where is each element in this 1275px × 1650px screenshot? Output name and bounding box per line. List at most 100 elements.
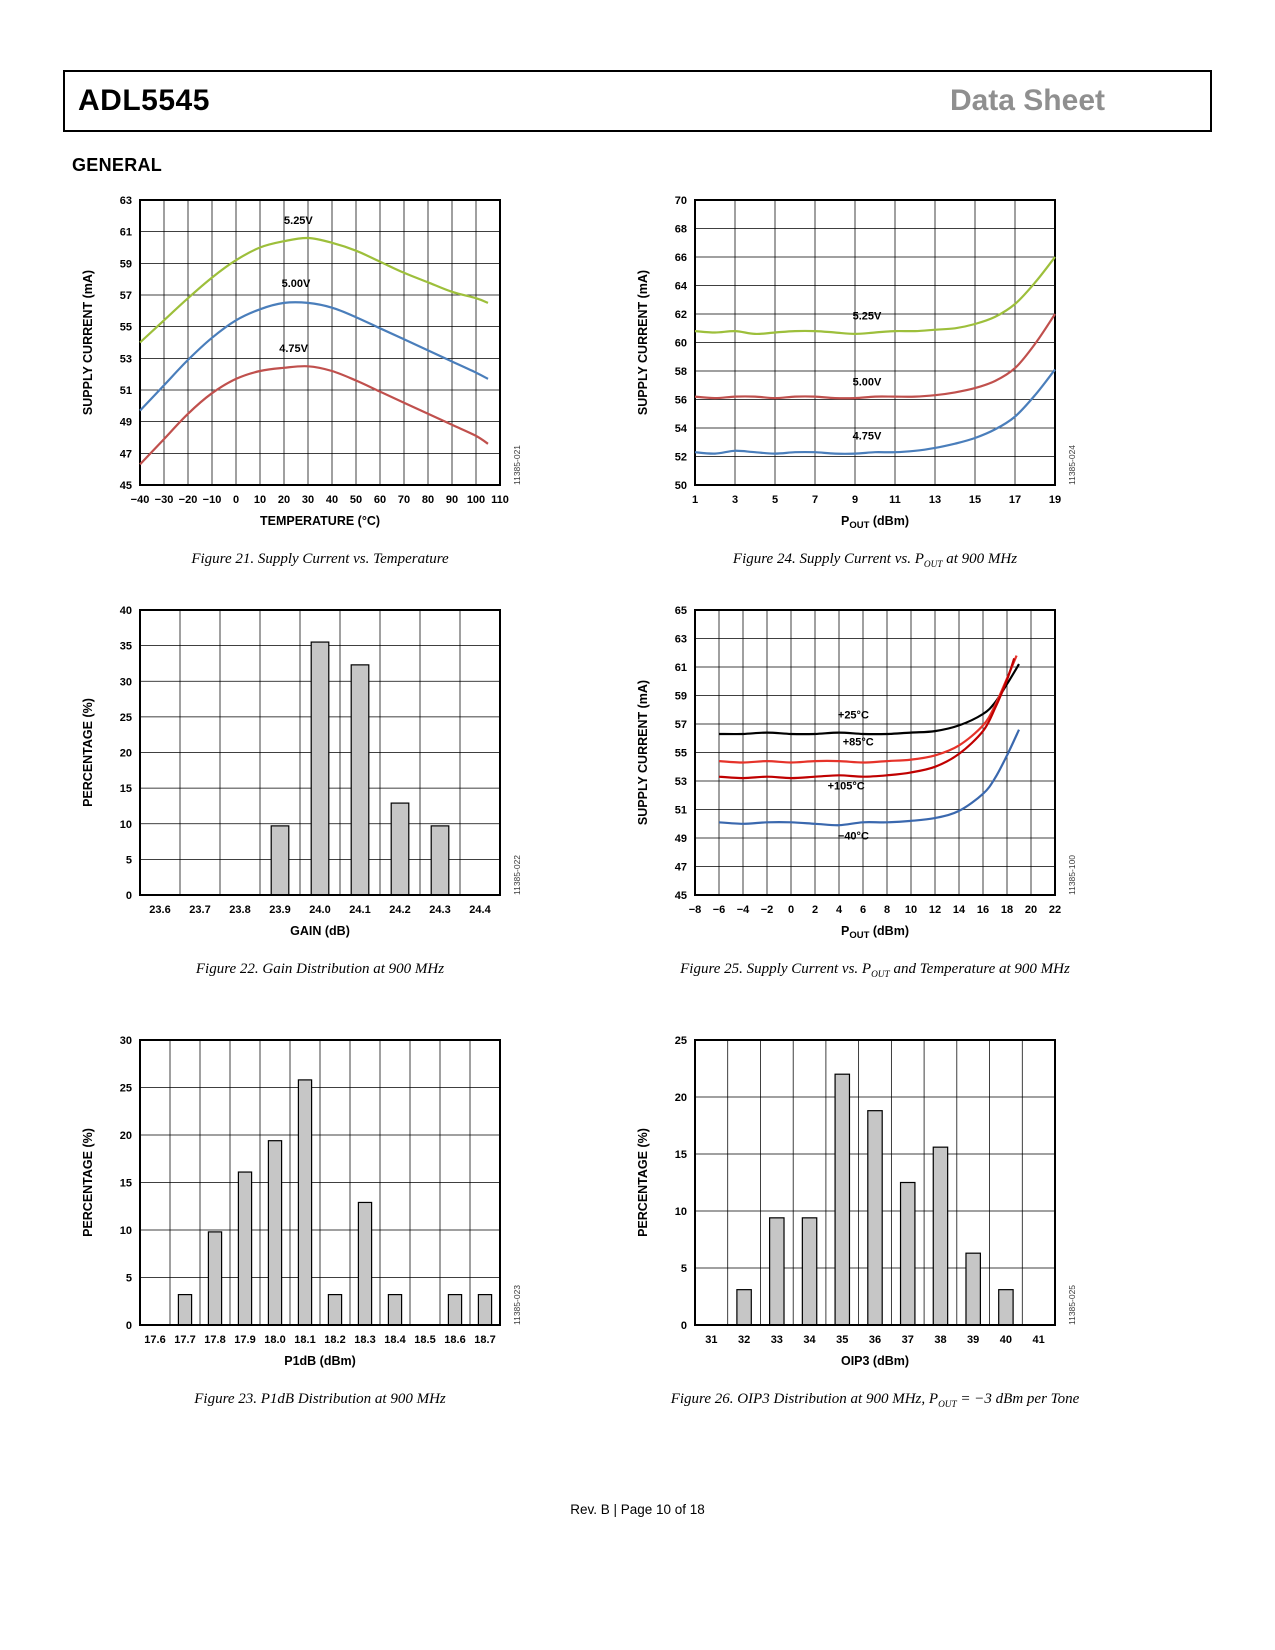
x-tick-label: −10 xyxy=(203,494,222,506)
series-line-−40°C xyxy=(718,729,1020,827)
y-tick-label: 10 xyxy=(120,819,132,831)
x-tick-label: 70 xyxy=(398,494,410,506)
x-tick-label: 18.2 xyxy=(324,1334,345,1346)
plot-border xyxy=(694,199,1056,486)
x-tick-label: 37 xyxy=(902,1334,914,1346)
x-tick-label: −6 xyxy=(713,904,726,916)
y-tick-label: 30 xyxy=(120,676,132,688)
y-tick-label: 49 xyxy=(675,833,687,845)
x-axis-title: POUT (dBm) xyxy=(841,514,909,531)
y-tick-label: 15 xyxy=(675,1149,687,1161)
series-line-+105°C xyxy=(718,658,1016,780)
x-tick-label: 40 xyxy=(1000,1334,1012,1346)
x-tick-label: 17.9 xyxy=(234,1334,255,1346)
bar-17.9 xyxy=(237,1171,253,1326)
bar-39 xyxy=(965,1252,981,1326)
series-label: 5.00V xyxy=(853,376,882,388)
y-tick-label: 25 xyxy=(120,712,132,724)
series-label: 4.75V xyxy=(853,430,882,442)
y-tick-label: 66 xyxy=(675,252,687,264)
bar-18.4 xyxy=(387,1294,403,1326)
series-label: −40°C xyxy=(838,830,869,842)
doc-type-label: Data Sheet xyxy=(949,84,1105,117)
plot-border xyxy=(694,1039,1056,1326)
bar-18.1 xyxy=(297,1079,313,1326)
y-axis-title: SUPPLY CURRENT (mA) xyxy=(636,680,650,825)
bar-17.8 xyxy=(207,1231,223,1326)
series-line-5.25V xyxy=(139,236,489,344)
bar-36 xyxy=(867,1110,883,1326)
bar-18.6 xyxy=(447,1294,463,1326)
x-tick-label: 6 xyxy=(860,904,866,916)
x-tick-label: 3 xyxy=(732,494,738,506)
plot-border xyxy=(139,609,501,896)
x-tick-label: 90 xyxy=(446,494,458,506)
y-tick-label: 45 xyxy=(120,480,132,492)
x-tick-label: 10 xyxy=(905,904,917,916)
y-tick-label: 63 xyxy=(120,195,132,207)
supply-current-vs-temperature-chart: 5.25V 5.00V 4.75V 45 47 49 51 53 55 57 59 61 63 −40 −3… xyxy=(81,195,522,528)
x-tick-label: −4 xyxy=(737,904,750,916)
figure-25-caption: Figure 25. Supply Current vs. POUT and T… xyxy=(680,961,1070,980)
y-tick-label: 47 xyxy=(120,448,132,460)
bar-40 xyxy=(998,1289,1014,1326)
y-tick-label: 20 xyxy=(675,1092,687,1104)
figure-25-supply-current-vs-pout-and-temperature: +25°C +85°C +105°C −40°C 45 47 49 51 53 55 57 59 61 6… xyxy=(613,596,1115,980)
y-tick-label: 5 xyxy=(681,1263,687,1275)
part-number: ADL5545 xyxy=(78,84,210,117)
plot-border xyxy=(139,199,501,486)
grid-lines xyxy=(695,200,1055,485)
bar-35 xyxy=(834,1073,851,1326)
page-footer: Rev. B | Page 10 of 18 xyxy=(570,1502,705,1517)
series-label: +105°C xyxy=(828,781,865,793)
x-tick-label: 22 xyxy=(1049,904,1061,916)
y-tick-label: 70 xyxy=(675,195,687,207)
y-tick-label: 59 xyxy=(675,691,687,703)
x-tick-label: 30 xyxy=(302,494,314,506)
x-tick-label: 33 xyxy=(771,1334,783,1346)
y-tick-label: 68 xyxy=(675,224,687,236)
x-tick-label: 18.0 xyxy=(264,1334,285,1346)
x-tick-label: 17 xyxy=(1009,494,1021,506)
x-tick-label: 32 xyxy=(738,1334,750,1346)
y-tick-label: 25 xyxy=(675,1035,687,1047)
x-tick-label: 23.6 xyxy=(149,904,170,916)
series-label: 4.75V xyxy=(279,343,308,355)
bar-18.7 xyxy=(477,1294,493,1326)
y-tick-label: 5 xyxy=(126,1273,132,1285)
x-tick-label: 11 xyxy=(889,494,901,506)
series-line-4.75V xyxy=(139,365,489,466)
x-tick-label: −8 xyxy=(689,904,702,916)
y-tick-label: 50 xyxy=(675,480,687,492)
x-tick-label: 110 xyxy=(491,494,509,506)
x-tick-label: 35 xyxy=(836,1334,848,1346)
x-tick-label: 17.6 xyxy=(144,1334,165,1346)
bar-18.3 xyxy=(357,1201,373,1326)
x-tick-label: 7 xyxy=(812,494,818,506)
x-tick-label: 24.0 xyxy=(309,904,330,916)
bar-34 xyxy=(801,1217,818,1326)
y-axis-title: SUPPLY CURRENT (mA) xyxy=(81,270,95,415)
x-tick-label: 12 xyxy=(929,904,941,916)
y-tick-label: 62 xyxy=(675,309,687,321)
y-tick-label: 0 xyxy=(126,890,132,902)
x-tick-label: 19 xyxy=(1049,494,1061,506)
x-tick-label: −20 xyxy=(179,494,198,506)
y-tick-label: 15 xyxy=(120,1178,132,1190)
y-tick-label: 10 xyxy=(675,1206,687,1218)
bars xyxy=(270,641,450,896)
bar-24.0 xyxy=(310,641,330,896)
x-tick-label: 31 xyxy=(705,1334,717,1346)
y-tick-label: 20 xyxy=(120,748,132,760)
x-tick-label: 40 xyxy=(326,494,338,506)
figure-number-watermark: 11385-024 xyxy=(1067,445,1077,485)
bar-32 xyxy=(736,1289,752,1326)
bars xyxy=(177,1079,493,1326)
x-axis-title: GAIN (dB) xyxy=(290,924,350,938)
figure-24-caption: Figure 24. Supply Current vs. POUT at 90… xyxy=(732,551,1018,570)
x-tick-label: 24.2 xyxy=(389,904,410,916)
y-tick-label: 60 xyxy=(675,338,687,350)
y-tick-label: 35 xyxy=(120,641,132,653)
series-label: 5.25V xyxy=(853,311,882,323)
series-line-+25°C xyxy=(718,663,1020,736)
